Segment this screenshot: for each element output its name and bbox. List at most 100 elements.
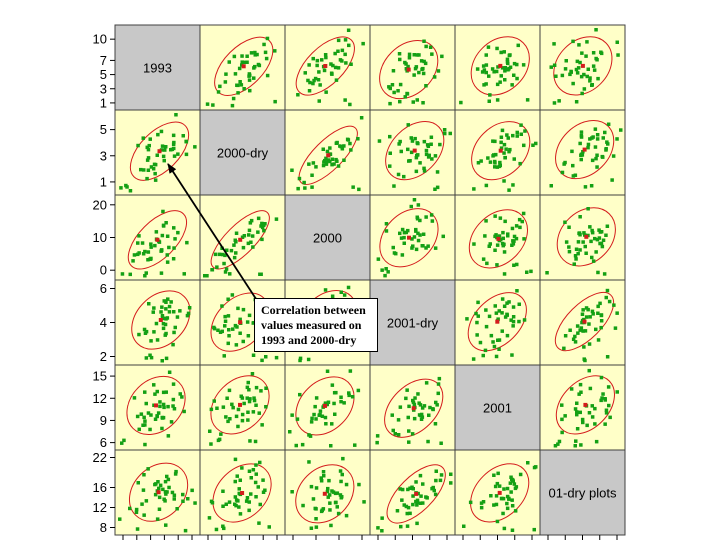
scatter-panel	[284, 449, 371, 536]
data-point	[481, 353, 485, 358]
data-point	[235, 474, 239, 478]
data-point	[595, 165, 599, 169]
data-point	[615, 40, 619, 44]
data-point	[245, 496, 250, 500]
data-point	[384, 222, 389, 226]
data-point	[172, 246, 176, 250]
data-point	[326, 495, 330, 499]
data-point	[152, 403, 156, 407]
data-point	[339, 290, 343, 294]
data-point	[415, 503, 419, 507]
data-point	[145, 145, 149, 150]
data-point	[224, 267, 229, 271]
data-point	[495, 165, 500, 169]
data-point	[238, 512, 243, 516]
data-point	[605, 224, 610, 228]
data-point	[234, 251, 238, 255]
data-point	[172, 140, 176, 145]
data-point	[321, 470, 326, 474]
data-point	[185, 313, 190, 318]
data-point	[398, 57, 402, 62]
data-point	[260, 225, 265, 230]
data-point	[560, 170, 565, 175]
data-point	[251, 468, 256, 472]
data-point	[534, 141, 538, 146]
data-point	[149, 339, 153, 343]
data-point	[411, 502, 415, 507]
data-point	[163, 479, 168, 484]
data-point	[224, 502, 228, 506]
correlation-ellipse	[554, 292, 615, 352]
data-point	[142, 473, 146, 477]
data-point	[510, 498, 514, 502]
data-point	[499, 74, 503, 78]
data-point	[586, 207, 590, 211]
data-point	[274, 217, 279, 221]
data-point	[173, 325, 177, 330]
scatter-panel	[539, 279, 626, 366]
data-point	[154, 230, 159, 234]
data-point	[164, 356, 169, 361]
left-tick-label: 5	[100, 122, 107, 137]
data-point	[563, 67, 568, 71]
data-point	[583, 185, 588, 189]
data-point	[164, 492, 168, 496]
data-point	[410, 237, 414, 241]
data-point	[411, 244, 415, 248]
left-tick-label: 20	[93, 197, 107, 212]
data-point	[400, 253, 405, 257]
data-point	[333, 51, 337, 56]
data-point	[408, 486, 412, 490]
data-point	[505, 301, 509, 305]
data-point	[161, 402, 166, 407]
data-point	[274, 355, 279, 360]
data-point	[493, 304, 497, 308]
data-point	[582, 72, 586, 77]
data-point	[328, 159, 332, 164]
data-point	[339, 479, 343, 484]
data-point	[345, 137, 350, 142]
data-point	[326, 486, 330, 491]
data-point	[407, 440, 411, 444]
scatter-panel	[539, 24, 626, 111]
data-point	[608, 415, 612, 420]
data-point	[583, 244, 587, 249]
data-point	[398, 139, 402, 144]
data-point	[148, 353, 152, 357]
data-point	[330, 162, 334, 167]
data-point	[325, 369, 330, 373]
correlation-ellipse	[212, 463, 272, 523]
data-point	[222, 261, 226, 266]
data-point	[362, 500, 366, 504]
data-point	[576, 66, 581, 70]
data-point	[317, 70, 321, 74]
data-point	[254, 472, 258, 476]
data-point	[146, 411, 151, 415]
data-point	[592, 68, 597, 72]
data-point	[411, 100, 415, 104]
data-point	[582, 357, 586, 361]
data-point	[507, 300, 511, 304]
data-point	[236, 91, 240, 95]
data-point	[233, 479, 237, 484]
data-point	[164, 523, 168, 527]
data-point	[223, 80, 228, 84]
data-point	[144, 401, 148, 406]
data-point	[406, 123, 410, 127]
data-point	[307, 89, 312, 93]
data-point	[424, 215, 428, 219]
data-point	[184, 152, 189, 157]
scatter-panel	[199, 194, 286, 281]
data-point	[319, 479, 324, 483]
data-point	[158, 483, 163, 488]
data-point	[433, 492, 438, 497]
data-point	[132, 253, 137, 257]
data-point	[433, 422, 438, 426]
data-point	[414, 247, 419, 252]
data-point	[314, 417, 318, 421]
data-point	[593, 145, 598, 149]
data-point	[502, 250, 507, 254]
data-point	[146, 168, 151, 172]
data-point	[509, 490, 513, 494]
data-point	[316, 78, 321, 82]
